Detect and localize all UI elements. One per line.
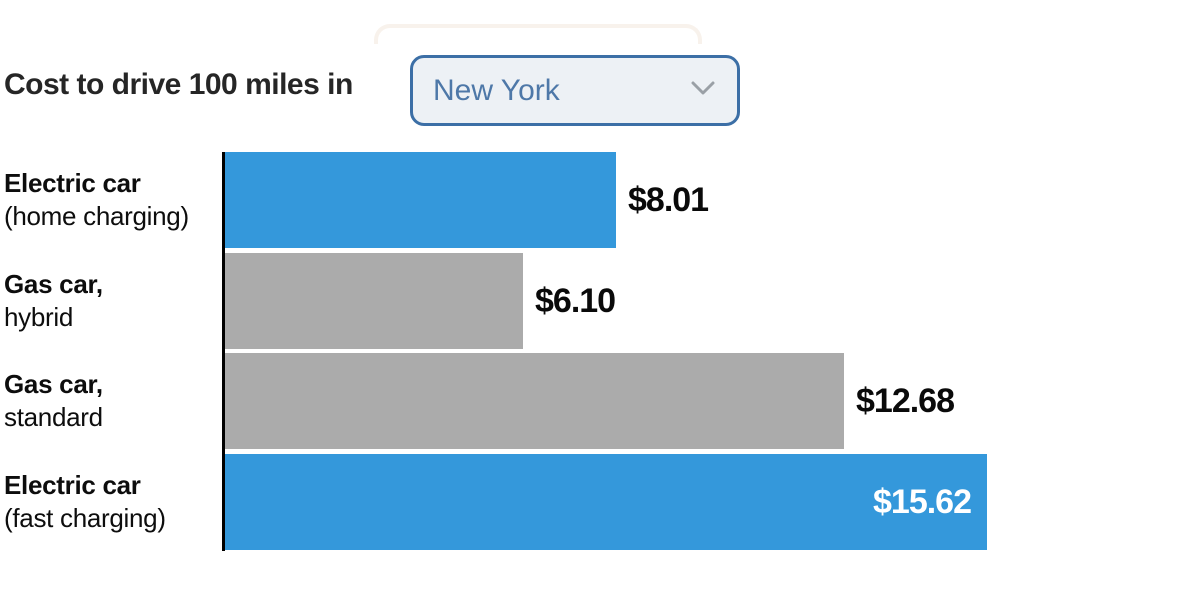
bar [225, 253, 523, 349]
bar [225, 152, 616, 248]
category-label: Electric car (home charging) [4, 152, 216, 248]
category-label-line2: (home charging) [4, 201, 189, 231]
ghost-outline-artifact [374, 24, 702, 44]
category-label-line1: Electric car [4, 168, 141, 198]
category-label-line2: (fast charging) [4, 503, 166, 533]
category-label-line2: hybrid [4, 302, 74, 332]
category-label-line2: standard [4, 402, 103, 432]
value-label: $8.01 [628, 180, 709, 219]
bar-row: $12.68 [225, 353, 955, 449]
bar-chart: Electric car (home charging) Gas car, hybri… [0, 152, 1200, 551]
category-label: Electric car (fast charging) [4, 454, 216, 550]
location-select[interactable]: New York [410, 55, 740, 126]
y-axis-line [222, 152, 225, 551]
page-title: Cost to drive 100 miles in [4, 68, 353, 101]
value-label: $15.62 [873, 482, 972, 521]
category-label: Gas car, hybrid [4, 253, 216, 349]
category-label-line1: Gas car, [4, 269, 103, 299]
value-label: $6.10 [535, 281, 616, 320]
category-label: Gas car, standard [4, 353, 216, 449]
chevron-down-icon [691, 81, 715, 101]
category-label-line1: Electric car [4, 470, 141, 500]
bar: $15.62 [225, 454, 987, 550]
bar-row: $8.01 [225, 152, 709, 248]
bar-row: $6.10 [225, 253, 616, 349]
value-label: $12.68 [856, 381, 955, 420]
location-select-value: New York [433, 73, 560, 107]
bar [225, 353, 844, 449]
category-label-line1: Gas car, [4, 369, 103, 399]
bar-row: $15.62 [225, 454, 987, 550]
